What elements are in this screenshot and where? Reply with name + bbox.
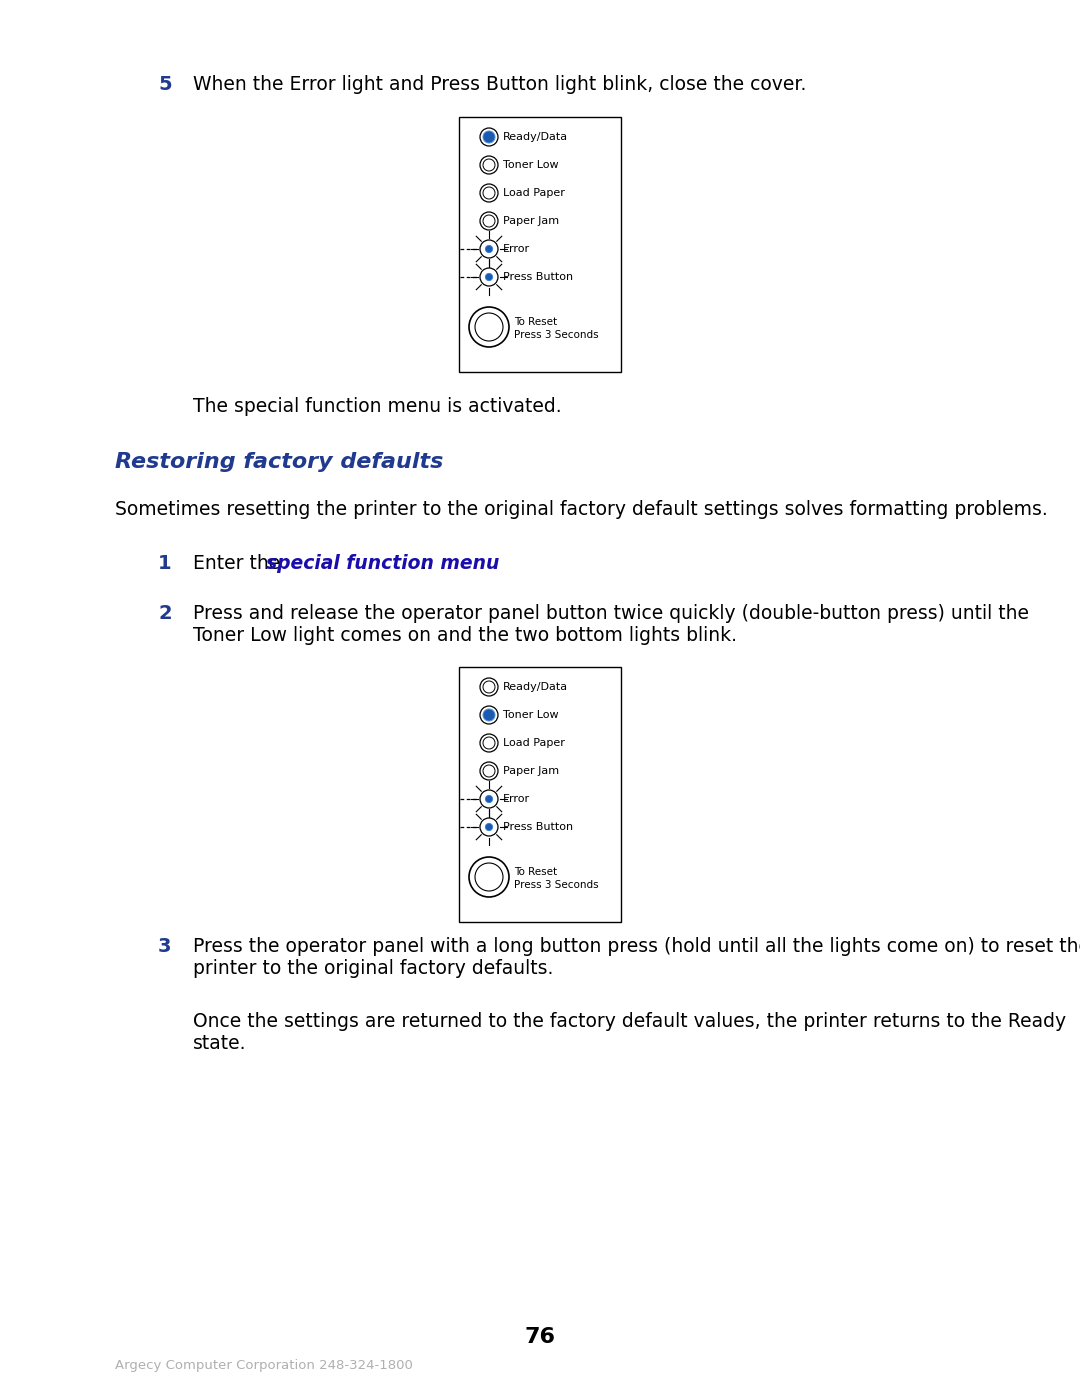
Text: Argecy Computer Corporation 248-324-1800: Argecy Computer Corporation 248-324-1800 [114,1358,413,1372]
Text: 76: 76 [525,1327,555,1347]
Text: Ready/Data: Ready/Data [503,682,568,692]
Text: Enter the: Enter the [193,555,286,573]
Text: Ready/Data: Ready/Data [503,131,568,142]
Text: Press and release the operator panel button twice quickly (double-button press) : Press and release the operator panel but… [193,604,1029,623]
Text: special function menu: special function menu [267,555,500,573]
Text: Sometimes resetting the printer to the original factory default settings solves : Sometimes resetting the printer to the o… [114,500,1048,520]
Text: When the Error light and Press Button light blink, close the cover.: When the Error light and Press Button li… [193,75,807,94]
Text: 5: 5 [158,75,172,94]
Text: .: . [421,555,427,573]
Text: To Reset: To Reset [514,317,557,327]
Circle shape [485,795,492,803]
Text: Press 3 Seconds: Press 3 Seconds [514,880,598,890]
Text: printer to the original factory defaults.: printer to the original factory defaults… [193,958,553,978]
Text: Restoring factory defaults: Restoring factory defaults [114,453,444,472]
Bar [459,666,621,922]
Bar [459,117,621,372]
Text: Load Paper: Load Paper [503,189,565,198]
Text: Toner Low: Toner Low [503,161,558,170]
Circle shape [485,246,492,253]
Text: Press 3 Seconds: Press 3 Seconds [514,330,598,339]
Text: The special function menu is activated.: The special function menu is activated. [193,397,562,416]
Text: Press Button: Press Button [503,272,573,282]
Text: Toner Low light comes on and the two bottom lights blink.: Toner Low light comes on and the two bot… [193,626,737,645]
Text: Toner Low: Toner Low [503,710,558,719]
Text: Paper Jam: Paper Jam [503,766,559,775]
Circle shape [485,823,492,831]
Text: Once the settings are returned to the factory default values, the printer return: Once the settings are returned to the fa… [193,1011,1066,1031]
Text: Load Paper: Load Paper [503,738,565,747]
Text: 2: 2 [158,604,172,623]
Text: Error: Error [503,793,530,805]
Text: Press the operator panel with a long button press (hold until all the lights com: Press the operator panel with a long but… [193,937,1080,956]
Circle shape [485,274,492,281]
Circle shape [483,710,495,721]
Text: Paper Jam: Paper Jam [503,217,559,226]
Text: 3: 3 [158,937,172,956]
Text: To Reset: To Reset [514,868,557,877]
Text: 1: 1 [158,555,172,573]
Text: Press Button: Press Button [503,821,573,833]
Circle shape [483,131,495,142]
Text: Error: Error [503,244,530,254]
Text: state.: state. [193,1034,246,1053]
